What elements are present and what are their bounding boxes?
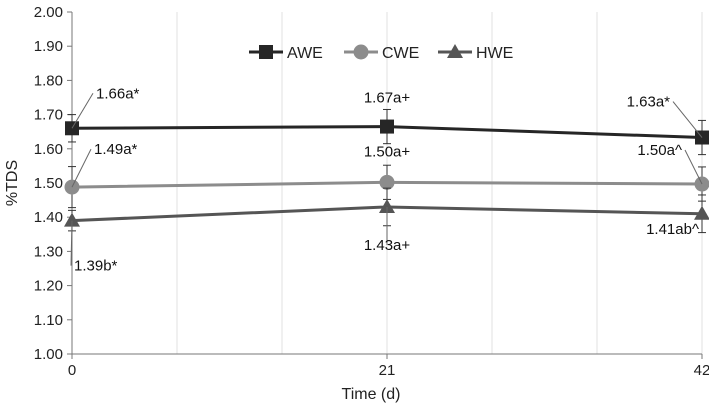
data-label-cwe: 1.50a+ — [364, 143, 411, 160]
legend-label-cwe: CWE — [382, 45, 419, 62]
data-label-cwe: 1.49a* — [94, 141, 138, 158]
data-point-awe — [380, 119, 394, 134]
y-tick-label: 1.90 — [34, 38, 63, 55]
y-tick-label: 1.70 — [34, 107, 63, 124]
y-tick-label: 1.60 — [34, 141, 63, 158]
label-leader-line — [684, 149, 703, 185]
y-axis-title: %TDS — [4, 160, 21, 206]
data-label-hwe: 1.41ab^ — [646, 221, 699, 238]
y-tick-label: 1.30 — [34, 243, 63, 260]
x-tick-label: 42 — [694, 362, 709, 379]
data-point-cwe — [379, 174, 395, 190]
data-label-awe: 1.66a* — [96, 85, 140, 102]
data-label-cwe: 1.50a^ — [637, 142, 682, 159]
data-label-awe: 1.67a+ — [364, 90, 411, 107]
x-tick-label: 21 — [379, 362, 396, 379]
y-tick-label: 1.80 — [34, 72, 63, 89]
legend-item-awe: AWE — [249, 45, 323, 62]
legend: AWE CWE HWE — [249, 44, 513, 62]
y-tick-label: 1.40 — [34, 209, 63, 226]
y-tick-label: 1.20 — [34, 278, 63, 295]
data-label-awe: 1.63a* — [627, 94, 671, 111]
label-leader-line — [70, 220, 73, 266]
x-axis-title: Time (d) — [342, 386, 401, 403]
label-leader-line — [71, 93, 94, 129]
y-tick-label: 1.00 — [34, 346, 63, 363]
data-label-hwe: 1.43a+ — [364, 237, 411, 254]
y-tick-labels: 1.00 1.10 1.20 1.30 1.40 1.50 1.60 1.70 1.80 1.90… — [34, 4, 72, 363]
data-point-hwe — [379, 198, 395, 213]
x-tick-label: 0 — [68, 362, 76, 379]
data-point-hwe — [64, 212, 80, 227]
y-tick-label: 1.50 — [34, 175, 63, 192]
y-tick-label: 1.10 — [34, 312, 63, 329]
data-labels: 1.66a* 1.67a+ 1.63a* 1.49a* 1.50a+ 1.50a^ 1.39… — [70, 85, 703, 275]
legend-marker-cwe — [353, 44, 369, 60]
legend-marker-hwe — [447, 44, 463, 58]
x-tick-labels: 0 21 42 — [68, 354, 709, 379]
data-point-hwe — [694, 205, 709, 220]
legend-label-awe: AWE — [287, 45, 323, 62]
label-leader-line — [71, 148, 92, 188]
label-leader-line — [672, 101, 703, 138]
data-label-hwe: 1.39b* — [74, 258, 118, 275]
legend-marker-awe — [259, 45, 273, 59]
legend-item-hwe: HWE — [438, 44, 513, 62]
legend-item-cwe: CWE — [344, 44, 419, 62]
y-tick-label: 2.00 — [34, 4, 63, 21]
legend-label-hwe: HWE — [476, 45, 513, 62]
